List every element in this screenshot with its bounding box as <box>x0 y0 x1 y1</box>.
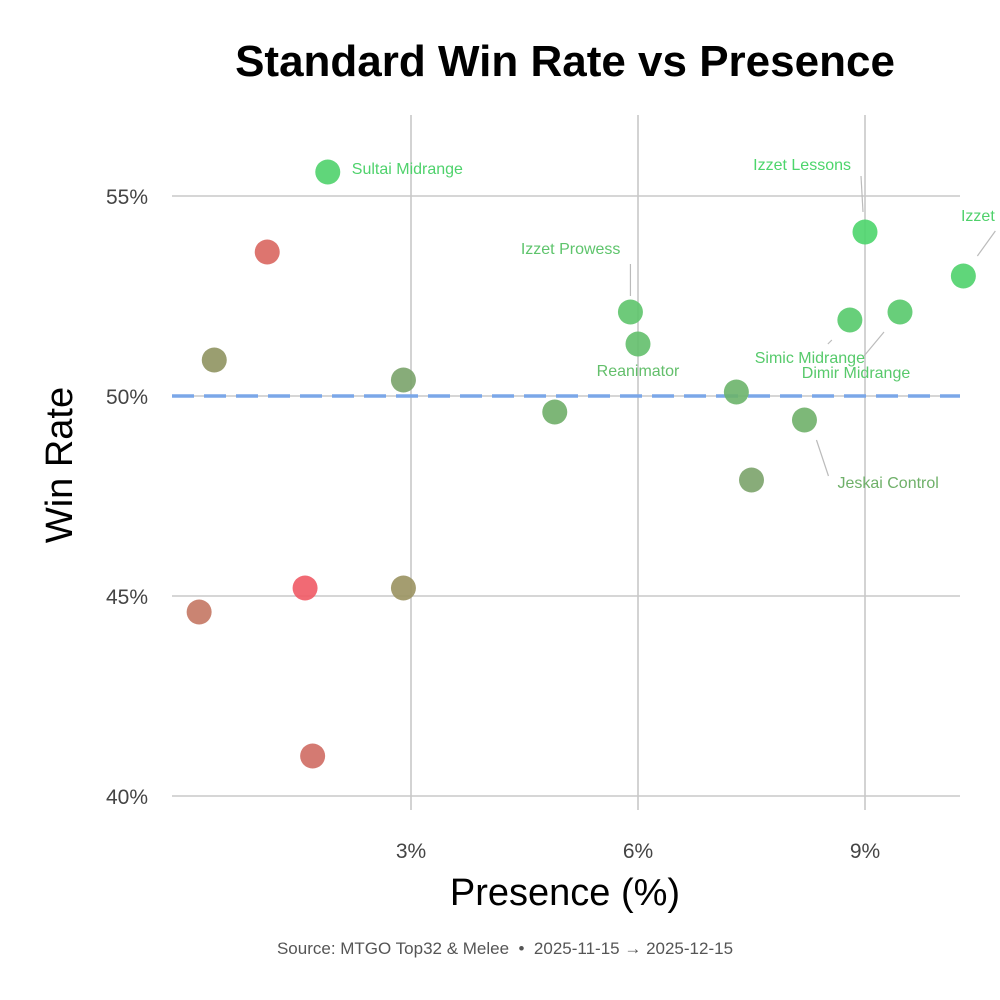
point-label: Izzet Looting <box>961 208 1000 225</box>
label-leader-line <box>863 331 885 357</box>
point-label: Sultai Midrange <box>352 161 463 178</box>
data-point <box>315 159 341 185</box>
point-label: Jeskai Control <box>837 475 938 492</box>
data-point <box>300 743 326 769</box>
point-label: Reanimator <box>597 363 680 380</box>
point-labels: Sultai Midrange Izzet Prowess Reanimator Je… <box>352 157 1000 492</box>
data-point <box>837 307 863 333</box>
data-point <box>542 399 568 425</box>
point-label: Izzet Lessons <box>753 157 851 174</box>
x-tick-label: 9% <box>850 840 880 863</box>
y-tick-label: 50% <box>106 386 148 409</box>
data-point <box>186 599 212 625</box>
data-points <box>186 159 976 769</box>
y-tick-label: 40% <box>106 786 148 809</box>
label-leader-line <box>827 339 833 345</box>
data-point <box>723 379 749 405</box>
label-leader-line <box>976 230 996 257</box>
x-tick-label: 3% <box>396 840 426 863</box>
data-point <box>390 575 416 601</box>
y-tick-label: 45% <box>106 586 148 609</box>
source-caption: Source: MTGO Top32 & Melee • 2025-11-15 … <box>277 939 733 958</box>
axis-ticks: 40% 45% 50% 55% 3% 6% 9% <box>106 186 880 863</box>
data-point <box>950 263 976 289</box>
data-point <box>201 347 227 373</box>
label-leader-line <box>860 175 864 213</box>
point-label: Simic Midrange <box>755 350 865 367</box>
gridlines <box>172 115 960 810</box>
point-label: Izzet Prowess <box>521 241 621 258</box>
data-point <box>292 575 318 601</box>
point-label: Dimir Midrange <box>802 365 911 382</box>
data-point <box>390 367 416 393</box>
data-point <box>887 299 913 325</box>
data-point <box>625 331 651 357</box>
data-point <box>617 299 643 325</box>
data-point <box>852 219 878 245</box>
label-leader-line <box>815 439 830 477</box>
x-tick-label: 6% <box>623 840 653 863</box>
y-axis-title: Win Rate <box>39 387 81 543</box>
data-point <box>739 467 764 493</box>
data-point <box>791 407 817 433</box>
data-point <box>254 239 280 265</box>
chart-title: Standard Win Rate vs Presence <box>235 37 895 86</box>
x-axis-title: Presence (%) <box>450 872 680 914</box>
y-tick-label: 55% <box>106 186 148 209</box>
